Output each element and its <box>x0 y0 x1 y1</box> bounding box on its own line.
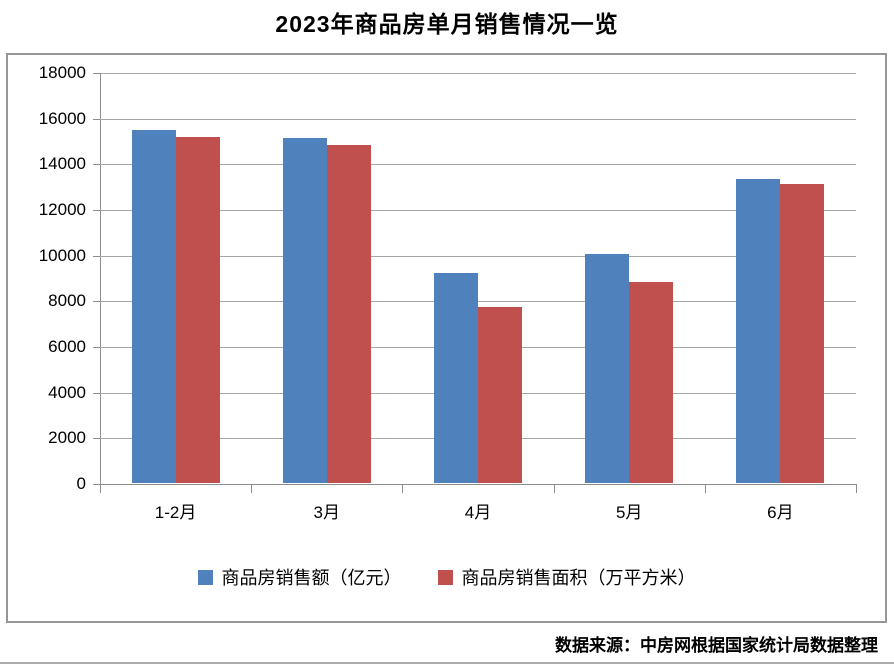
legend-label-sales: 商品房销售额（亿元） <box>221 568 402 588</box>
legend: 商品房销售额（亿元） 商品房销售面积（万平方米） <box>8 564 885 590</box>
y-axis-tick <box>93 347 100 348</box>
bottom-rule <box>0 662 894 664</box>
legend-swatch-area-icon <box>437 569 453 585</box>
bar-sales <box>585 253 630 483</box>
bar-sales <box>434 272 478 483</box>
y-axis-line <box>100 73 101 484</box>
bar-area <box>326 144 371 483</box>
x-axis-tick <box>856 484 857 493</box>
bar-area <box>629 281 674 483</box>
y-axis-tick <box>93 301 100 303</box>
chart-title: 2023年商品房单月销售情况一览 <box>275 11 619 37</box>
x-tick-label: 3月 <box>313 503 341 522</box>
x-tick-label: 6月 <box>767 503 794 522</box>
y-axis-tick <box>93 164 100 166</box>
y-tick-label: 16000 <box>38 108 86 128</box>
y-axis-tick <box>93 210 100 211</box>
source-note: 数据来源：中房网根据国家统计局数据整理 <box>555 636 878 655</box>
y-tick-label: 14000 <box>38 154 86 174</box>
bar-area <box>780 184 825 483</box>
bar-area <box>175 137 220 483</box>
y-axis-tick <box>93 484 100 485</box>
y-tick-label: 12000 <box>38 200 86 219</box>
y-axis-tick <box>93 73 100 74</box>
gridline <box>100 255 856 257</box>
gridline <box>100 118 856 120</box>
gridline <box>100 164 856 166</box>
y-tick-label: 18000 <box>38 63 86 82</box>
x-tick-label: 5月 <box>615 503 643 522</box>
x-axis-tick <box>100 484 101 493</box>
legend-label-area: 商品房销售面积（万平方米） <box>461 568 696 588</box>
bar-sales <box>282 138 327 483</box>
y-axis-tick <box>93 438 100 440</box>
bar-area <box>478 307 522 483</box>
x-axis-tick <box>251 484 253 493</box>
x-tick-label: 1-2月 <box>154 503 197 522</box>
y-tick-label: 4000 <box>48 382 86 402</box>
x-axis-tick <box>704 484 706 493</box>
y-axis-tick <box>93 255 100 257</box>
y-tick-label: 0 <box>76 474 86 493</box>
y-tick-label: 2000 <box>48 428 86 448</box>
chart-box: 0 2000 4000 6000 8000 10000 12000 14000 16000 180… <box>6 53 887 623</box>
legend-swatch-sales-icon <box>197 569 213 585</box>
y-tick-label: 8000 <box>48 291 86 311</box>
y-tick-label: 6000 <box>48 337 86 356</box>
x-axis-tick <box>402 484 404 493</box>
y-tick-label: 10000 <box>38 245 86 265</box>
x-axis-line <box>100 484 856 485</box>
bar-sales <box>736 179 781 483</box>
y-axis-tick <box>93 118 100 120</box>
bar-sales <box>131 130 176 483</box>
gridline <box>100 210 856 211</box>
x-tick-label: 4月 <box>464 503 492 522</box>
gridline <box>100 73 856 74</box>
legend-item-area: 商品房销售面积（万平方米） <box>437 564 696 590</box>
legend-item-sales: 商品房销售额（亿元） <box>197 564 402 590</box>
gridline <box>100 301 856 303</box>
y-axis-tick <box>93 392 100 394</box>
x-axis-tick <box>553 484 555 493</box>
plot-area: 0 2000 4000 6000 8000 10000 12000 14000 16000 180… <box>39 63 857 522</box>
